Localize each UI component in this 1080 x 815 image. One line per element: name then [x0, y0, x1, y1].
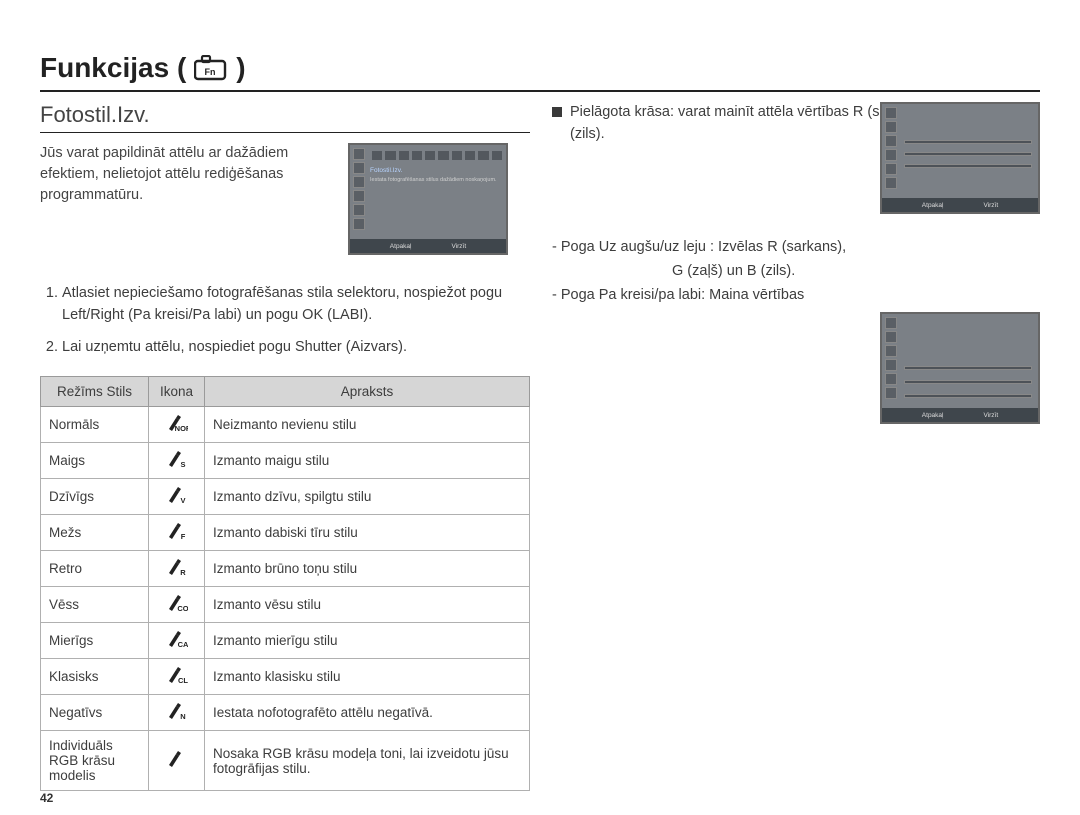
shot1-footer-left: Atpakaļ [390, 243, 412, 250]
style-icon: N [149, 695, 205, 731]
section-heading: Fotostil.Izv. [40, 102, 530, 133]
table-row: Dzīvīgs V Izmanto dzīvu, spilgtu stilu [41, 479, 530, 515]
svg-text:CA: CA [177, 640, 187, 648]
step-1: Atlasiet nepieciešamo fotografēšanas sti… [62, 283, 530, 327]
right-line-1: - Poga Uz augšu/uz leju : Izvēlas R (sar… [552, 236, 852, 258]
screenshot-rgb-top: Atpakaļ Virzīt [880, 102, 1040, 214]
mini-top-footer-right: Virzīt [983, 202, 998, 209]
svg-text:CL: CL [178, 676, 188, 684]
camera-fn-icon: Fn [194, 55, 228, 81]
shot1-footer-right: Virzīt [451, 243, 466, 250]
desc-cell: Izmanto vēsu stilu [205, 587, 530, 623]
mode-cell: Individuāls RGB krāsu modelis [41, 731, 149, 791]
th-mode: Režīms Stils [41, 377, 149, 407]
table-row: Mežs F Izmanto dabiski tīru stilu [41, 515, 530, 551]
desc-cell: Izmanto brūno toņu stilu [205, 551, 530, 587]
th-desc: Apraksts [205, 377, 530, 407]
mode-cell: Klasisks [41, 659, 149, 695]
desc-cell: Izmanto dabiski tīru stilu [205, 515, 530, 551]
intro-text: Jūs varat papildināt attēlu ar dažādiem … [40, 143, 330, 206]
steps-list: Atlasiet nepieciešamo fotografēšanas sti… [40, 283, 530, 358]
style-icon: F [149, 515, 205, 551]
mode-cell: Dzīvīgs [41, 479, 149, 515]
desc-cell: Nosaka RGB krāsu modeļa toni, lai izveid… [205, 731, 530, 791]
mini-bot-footer-left: Atpakaļ [922, 412, 944, 419]
right-line-1b: G (zaļš) un B (zils). [552, 260, 852, 282]
page-title-close: ) [236, 52, 245, 84]
mode-cell: Mežs [41, 515, 149, 551]
mini-bot-footer-right: Virzīt [983, 412, 998, 419]
style-icon: CA [149, 623, 205, 659]
svg-text:S: S [180, 460, 185, 468]
svg-text:F: F [180, 532, 185, 540]
svg-text:V: V [180, 496, 185, 504]
desc-cell: Neizmanto nevienu stilu [205, 407, 530, 443]
bullet-square-icon [552, 107, 562, 117]
style-icon: NOR [149, 407, 205, 443]
svg-text:NOR: NOR [174, 424, 187, 432]
style-icon: CO [149, 587, 205, 623]
style-icon [149, 731, 205, 791]
desc-cell: Izmanto klasisku stilu [205, 659, 530, 695]
table-row: Normāls NOR Neizmanto nevienu stilu [41, 407, 530, 443]
style-icon: R [149, 551, 205, 587]
screenshot-style-selector: Fotostil.Izv. Iestata fotografēšanas sti… [348, 143, 508, 255]
mode-cell: Normāls [41, 407, 149, 443]
desc-cell: Iestata nofotografēto attēlu negatīvā. [205, 695, 530, 731]
mode-cell: Retro [41, 551, 149, 587]
styles-table: Režīms Stils Ikona Apraksts Normāls NOR Ne… [40, 376, 530, 791]
mode-cell: Vēss [41, 587, 149, 623]
table-row: Maigs S Izmanto maigu stilu [41, 443, 530, 479]
mode-cell: Negatīvs [41, 695, 149, 731]
right-instruction-list: - Poga Uz augšu/uz leju : Izvēlas R (sar… [552, 236, 852, 307]
svg-text:N: N [180, 712, 185, 720]
svg-text:Fn: Fn [205, 67, 216, 77]
page-number: 42 [40, 791, 53, 805]
page-title-row: Funkcijas ( Fn ) [40, 52, 1040, 92]
mode-cell: Maigs [41, 443, 149, 479]
mode-cell: Mierīgs [41, 623, 149, 659]
table-row: Mierīgs CA Izmanto mierīgu stilu [41, 623, 530, 659]
screenshot-rgb-bottom: Atpakaļ Virzīt [880, 312, 1040, 424]
table-row: Klasisks CL Izmanto klasisku stilu [41, 659, 530, 695]
table-row: Negatīvs N Iestata nofotografēto attēlu ne… [41, 695, 530, 731]
shot1-label: Fotostil.Izv. [370, 167, 402, 174]
th-icon: Ikona [149, 377, 205, 407]
right-line-2: - Poga Pa kreisi/pa labi: Maina vērtības [552, 284, 852, 306]
mini-top-footer-left: Atpakaļ [922, 202, 944, 209]
desc-cell: Izmanto maigu stilu [205, 443, 530, 479]
table-row: Vēss CO Izmanto vēsu stilu [41, 587, 530, 623]
style-icon: S [149, 443, 205, 479]
style-icon: CL [149, 659, 205, 695]
svg-text:CO: CO [177, 604, 188, 612]
svg-text:R: R [180, 568, 186, 576]
step-2: Lai uzņemtu attēlu, nospiediet pogu Shut… [62, 337, 530, 359]
style-icon: V [149, 479, 205, 515]
desc-cell: Izmanto mierīgu stilu [205, 623, 530, 659]
desc-cell: Izmanto dzīvu, spilgtu stilu [205, 479, 530, 515]
shot1-desc: Iestata fotografēšanas stilus dažādiem n… [370, 177, 497, 183]
page-title: Funkcijas ( [40, 52, 186, 84]
table-row: Individuāls RGB krāsu modelis Nosaka RGB … [41, 731, 530, 791]
table-row: Retro R Izmanto brūno toņu stilu [41, 551, 530, 587]
